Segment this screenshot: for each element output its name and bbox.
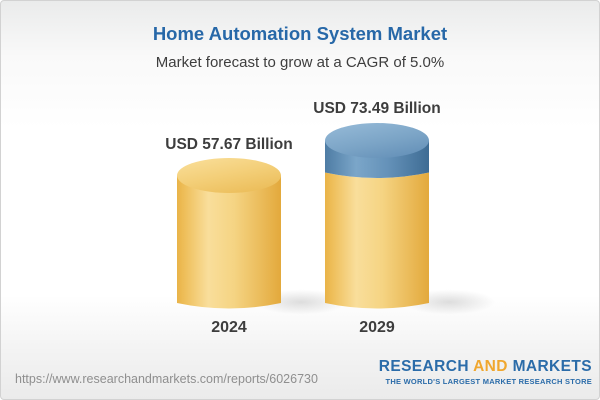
cylinder-2024-body bbox=[177, 175, 281, 309]
logo-word-markets: MARKETS bbox=[512, 358, 592, 375]
bar-value-label-2029: USD 73.49 Billion bbox=[313, 100, 441, 117]
page-title: Home Automation System Market bbox=[152, 23, 448, 44]
subtitle: Market forecast to grow at a CAGR of 5.0… bbox=[155, 54, 445, 71]
bar-value-label-2024: USD 57.67 Billion bbox=[165, 136, 293, 153]
category-label-2024: 2024 bbox=[211, 319, 247, 336]
cylinder-bar-2024 bbox=[177, 158, 281, 309]
cylinder-2029-base-body bbox=[325, 172, 429, 309]
cylinder-2029-cap bbox=[325, 123, 429, 158]
logo-tagline: THE WORLD'S LARGEST MARKET RESEARCH STOR… bbox=[385, 376, 592, 386]
logo-wordmark: RESEARCH AND MARKETS bbox=[379, 359, 592, 375]
cylinder-bar-2029 bbox=[325, 123, 429, 309]
research-and-markets-logo: RESEARCH AND MARKETS THE WORLD'S LARGEST… bbox=[379, 359, 592, 385]
source-url-link[interactable]: https://www.researchandmarkets.com/repor… bbox=[15, 372, 318, 386]
cylinder-2024-cap bbox=[177, 158, 281, 193]
logo-word-and: AND bbox=[473, 358, 508, 375]
logo-word-research: RESEARCH bbox=[378, 358, 469, 375]
category-label-2029: 2029 bbox=[359, 319, 395, 336]
